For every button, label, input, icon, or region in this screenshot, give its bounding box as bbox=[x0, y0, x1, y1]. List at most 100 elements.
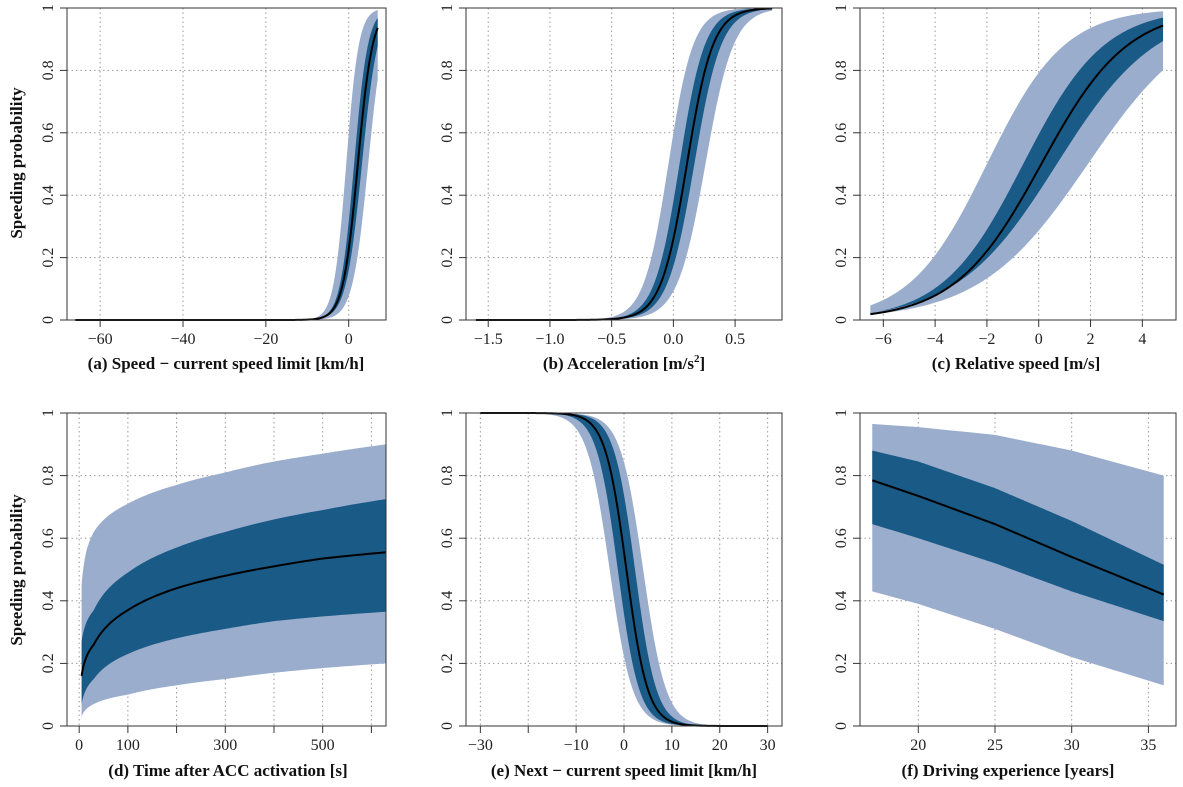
y-tick-label: 0 bbox=[439, 722, 456, 730]
x-tick-label: −30 bbox=[468, 737, 493, 754]
y-tick-label: 0 bbox=[439, 316, 456, 324]
x-axis-label-e: (e) Next − current speed limit [km/h] bbox=[491, 761, 757, 780]
y-tick-label: 1 bbox=[833, 4, 850, 12]
x-tick-label: 4 bbox=[1138, 331, 1146, 348]
y-tick-label: 0.8 bbox=[833, 466, 850, 486]
y-axis-label-bottom: Speeding probability bbox=[7, 494, 26, 646]
plot-frame bbox=[465, 7, 783, 321]
y-tick-label: 0.6 bbox=[439, 123, 456, 143]
outer-confidence-band bbox=[75, 10, 378, 321]
x-tick-label: 0 bbox=[75, 737, 83, 754]
x-axis-label-b-main: (b) Acceleration [m/s bbox=[543, 354, 694, 373]
x-tick-label: −60 bbox=[88, 331, 113, 348]
y-tick-label: 0.8 bbox=[40, 466, 57, 486]
y-tick-label: 0.4 bbox=[833, 185, 850, 205]
inner-confidence-band bbox=[872, 450, 1164, 622]
x-tick-label: 35 bbox=[1140, 737, 1156, 754]
x-tick-label: −4 bbox=[927, 331, 944, 348]
x-tick-label: 0 bbox=[345, 331, 353, 348]
y-tick-label: 0.2 bbox=[40, 248, 57, 268]
x-axis-label-b-sup: 2 bbox=[694, 353, 700, 365]
x-tick-label: −1.5 bbox=[474, 331, 503, 348]
y-tick-label: 0.8 bbox=[439, 466, 456, 486]
x-tick-label: 100 bbox=[116, 737, 140, 754]
x-tick-label: −6 bbox=[875, 331, 892, 348]
y-tick-label: 0.4 bbox=[439, 591, 456, 611]
y-tick-label: 1 bbox=[40, 409, 57, 417]
mean-probability-curve bbox=[870, 24, 1164, 316]
panel-d: 0 100 300 500 0 0.2 0.4 0.6 0.8 1 bbox=[40, 409, 387, 754]
plot-frame bbox=[859, 7, 1177, 321]
x-tick-label: −0.5 bbox=[597, 331, 626, 348]
x-tick-label: 0 bbox=[620, 737, 628, 754]
x-tick-label: −2 bbox=[978, 331, 995, 348]
y-tick-label: 0 bbox=[40, 316, 57, 324]
y-tick-label: 0.8 bbox=[439, 60, 456, 80]
y-tick-label: 0.2 bbox=[40, 653, 57, 673]
x-tick-label: −20 bbox=[253, 331, 278, 348]
plot-frame bbox=[66, 7, 387, 321]
y-axis-label-top: Speeding probability bbox=[7, 87, 26, 239]
x-tick-label: 300 bbox=[213, 737, 237, 754]
inner-confidence-band bbox=[870, 17, 1164, 314]
x-axis-label-c: (c) Relative speed [m/s] bbox=[932, 354, 1101, 373]
inner-confidence-band bbox=[75, 17, 378, 320]
y-tick-label: 0.6 bbox=[833, 123, 850, 143]
x-axis-label-b: (b) Acceleration [m/s2] bbox=[543, 353, 705, 373]
x-axis-label-d: (d) Time after ACC activation [s] bbox=[108, 761, 347, 780]
y-tick-label: 0.6 bbox=[40, 528, 57, 548]
x-tick-label: 20 bbox=[910, 737, 926, 754]
y-tick-label: 1 bbox=[439, 409, 456, 417]
y-tick-label: 0.2 bbox=[439, 653, 456, 673]
x-tick-label: 10 bbox=[664, 737, 680, 754]
y-tick-label: 1 bbox=[439, 4, 456, 12]
panel-a: −60 −40 −20 0 0 0.2 0.4 0.6 0.8 1 bbox=[40, 4, 387, 348]
x-tick-label: 20 bbox=[712, 737, 728, 754]
x-tick-label: −1.0 bbox=[535, 331, 564, 348]
x-tick-label: 500 bbox=[311, 737, 335, 754]
x-tick-label: 30 bbox=[1064, 737, 1080, 754]
y-tick-label: 0.4 bbox=[40, 591, 57, 611]
y-tick-label: 0 bbox=[40, 722, 57, 730]
y-tick-label: 0.4 bbox=[833, 591, 850, 611]
x-tick-label: 0.0 bbox=[663, 331, 683, 348]
y-tick-label: 1 bbox=[40, 4, 57, 12]
x-axis-label-f: (f) Driving experience [years] bbox=[902, 761, 1115, 780]
y-tick-label: 0.4 bbox=[439, 185, 456, 205]
x-tick-label: 0 bbox=[1035, 331, 1043, 348]
x-tick-label: 30 bbox=[760, 737, 776, 754]
x-axis-label-b-end: ] bbox=[699, 354, 705, 373]
x-tick-label: −10 bbox=[564, 737, 589, 754]
y-tick-label: 0.2 bbox=[439, 248, 456, 268]
y-tick-label: 0.6 bbox=[439, 528, 456, 548]
panel-c: −6 −4 −2 0 2 4 0 0.2 0.4 0.6 0.8 1 bbox=[833, 4, 1177, 348]
x-tick-label: −40 bbox=[170, 331, 195, 348]
plot-frame bbox=[859, 412, 1177, 727]
y-tick-label: 0.8 bbox=[833, 60, 850, 80]
x-tick-label: 2 bbox=[1087, 331, 1095, 348]
y-tick-label: 0 bbox=[833, 316, 850, 324]
inner-confidence-band bbox=[475, 8, 773, 320]
y-tick-label: 0.8 bbox=[40, 60, 57, 80]
panel-f: 20 25 30 35 0 0.2 0.4 0.6 0.8 1 bbox=[833, 409, 1177, 754]
panel-e: −30 −10 0 10 20 30 0 0.2 0.4 0.6 0.8 1 bbox=[439, 409, 783, 754]
panel-b: −1.5 −1.0 −0.5 0.0 0.5 0 0.2 0.4 0.6 0.8 1 bbox=[439, 4, 783, 348]
inner-confidence-band bbox=[480, 413, 768, 726]
x-axis-label-a: (a) Speed − current speed limit [km/h] bbox=[88, 354, 365, 373]
y-tick-label: 0.6 bbox=[833, 528, 850, 548]
x-tick-label: 0.5 bbox=[725, 331, 745, 348]
mean-probability-curve bbox=[871, 479, 1165, 596]
y-tick-label: 0.6 bbox=[40, 123, 57, 143]
y-tick-label: 0.2 bbox=[833, 248, 850, 268]
x-tick-label: 25 bbox=[987, 737, 1003, 754]
y-tick-label: 1 bbox=[833, 409, 850, 417]
y-tick-label: 0.2 bbox=[833, 653, 850, 673]
outer-confidence-band bbox=[475, 8, 773, 320]
y-tick-label: 0.4 bbox=[40, 185, 57, 205]
inner-confidence-band bbox=[81, 499, 387, 705]
mean-probability-curve bbox=[75, 27, 379, 321]
plot-frame bbox=[66, 412, 387, 727]
y-tick-label: 0 bbox=[833, 722, 850, 730]
mean-probability-curve bbox=[80, 551, 387, 677]
